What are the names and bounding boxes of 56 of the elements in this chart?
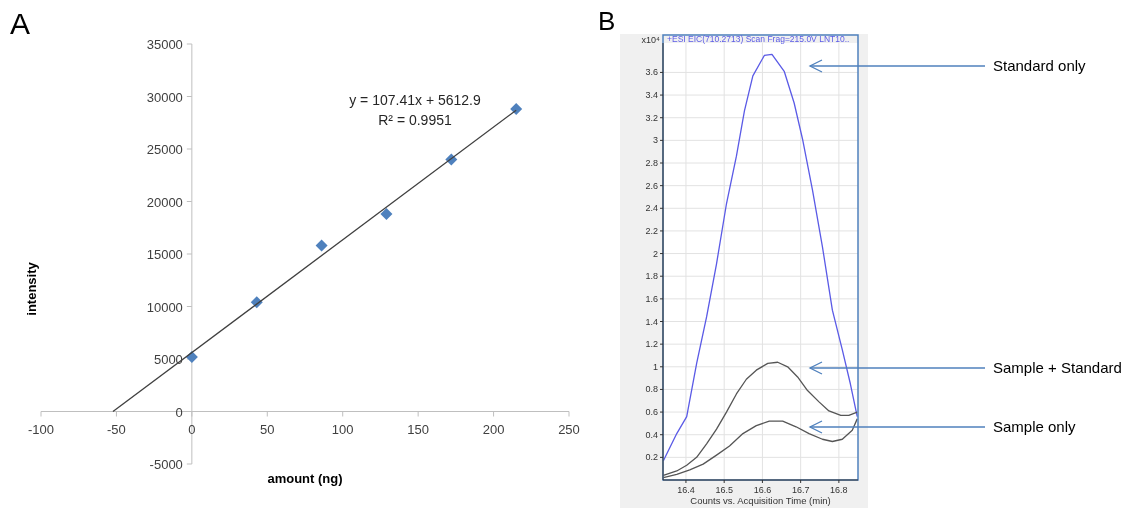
y-tick-label: 35000 [146, 37, 183, 52]
x-tick-label: 0 [188, 421, 196, 437]
point [380, 208, 393, 221]
y-axis-title: intensity [24, 261, 39, 316]
y-tick-label: 2.2 [645, 225, 658, 236]
x-tick-label: 16.4 [677, 485, 695, 495]
annotation: R² = 0.9951 [378, 112, 452, 128]
chart-title: B [598, 6, 616, 36]
x-tick-label: 16.6 [753, 485, 772, 495]
point [315, 239, 328, 252]
y-tick-label: 3.6 [645, 67, 658, 78]
y-tick-label: 0.2 [645, 452, 658, 463]
x-tick-label: 50 [260, 421, 275, 437]
x-tick-label: 250 [558, 421, 580, 437]
y-tick-label: 5000 [153, 352, 183, 367]
x-tick-label: 150 [407, 421, 429, 437]
x-tick-label: -50 [107, 421, 126, 437]
y-tick-label: 3 [652, 135, 658, 146]
x-tick-label: 100 [331, 421, 354, 437]
y-tick-label: 1 [652, 361, 658, 372]
y-tick-label: 2.8 [645, 158, 658, 169]
y-tick-label: 1.8 [645, 271, 658, 282]
y-tick-label: 1.2 [645, 339, 658, 350]
y-tick-label: 0.6 [645, 407, 658, 418]
y-tick-label: 3.4 [645, 90, 658, 101]
y-tick-label: 30000 [146, 89, 183, 105]
x-tick-label: 200 [482, 421, 505, 437]
x-axis-title: amount (ng) [267, 471, 343, 486]
point [510, 103, 523, 116]
y-tick-label: 1.4 [645, 316, 658, 327]
text: Sample only [993, 418, 1077, 435]
x-tick-label: 16.8 [830, 485, 848, 495]
y-tick-label: 20000 [146, 194, 183, 210]
y-tick-label: 2.4 [645, 203, 658, 214]
chart-subtitle: +ESI EIC(710.2713) Scan Frag=215.0V LNT10.. [667, 34, 850, 44]
text: Standard only [993, 57, 1087, 74]
line-series [662, 53, 858, 462]
x-axis-title: Counts vs. Acquisition Time (min) [690, 495, 831, 506]
y-tick-label: 1.6 [645, 293, 658, 304]
y-tick-label: 0 [175, 404, 183, 420]
y-tick-label: 0.4 [645, 429, 658, 440]
x-tick-label: -100 [27, 421, 55, 437]
y-tick-label: 2 [652, 248, 658, 259]
x-tick-label: 16.7 [791, 485, 810, 495]
y-tick-label: 0.8 [645, 384, 658, 395]
y-tick-label: 10000 [146, 299, 183, 315]
y-tick-label: -5000 [149, 457, 183, 472]
y-tick-label: 2.6 [645, 180, 658, 191]
chart-title: A [10, 7, 31, 40]
annotation: y = 107.41x + 5612.9 [349, 92, 481, 108]
y-tick-label: 3.2 [645, 112, 658, 123]
x-tick-label: 16.5 [715, 485, 733, 495]
text: x10⁴ [641, 35, 661, 45]
text: Sample + Standard [993, 359, 1122, 376]
y-tick-label: 25000 [146, 142, 183, 157]
y-tick-label: 15000 [146, 247, 183, 262]
